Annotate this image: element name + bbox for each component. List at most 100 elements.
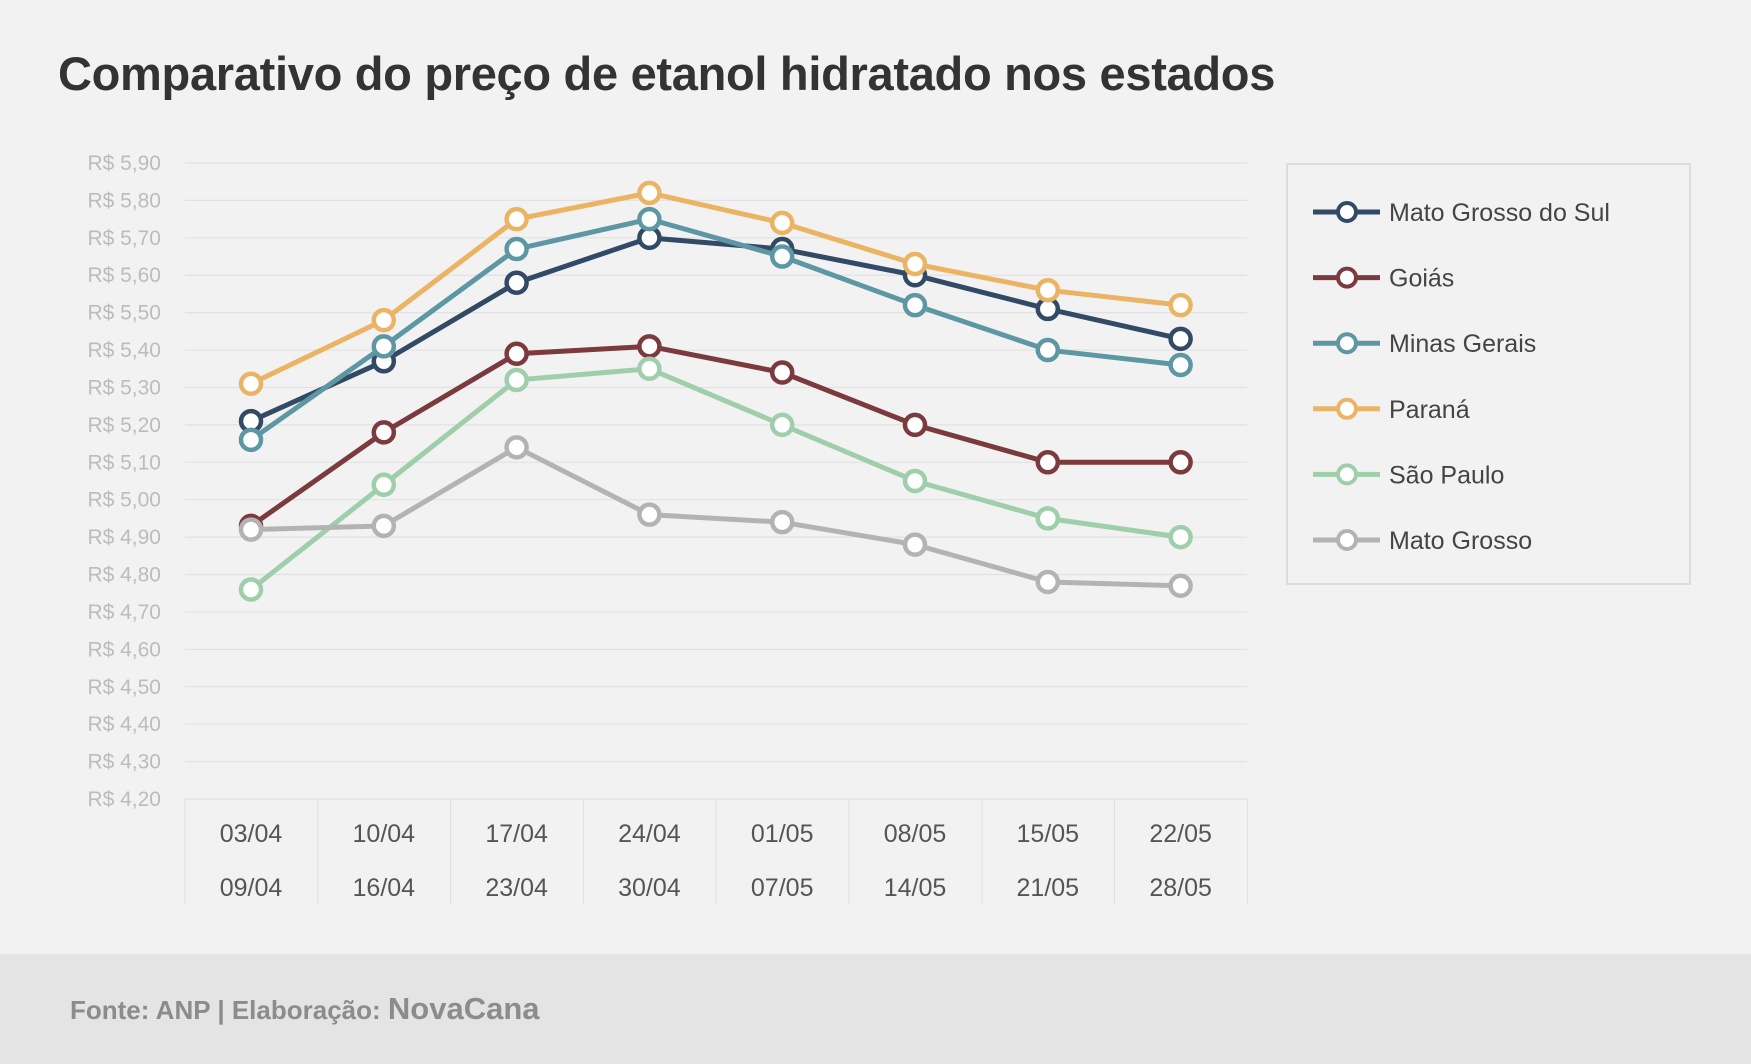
data-point xyxy=(504,270,529,295)
data-point xyxy=(371,472,397,497)
data-point xyxy=(1035,450,1061,475)
x-tick-label: 16/04 xyxy=(353,874,416,902)
series-line xyxy=(249,235,1182,424)
data-point xyxy=(371,307,397,333)
series-lines xyxy=(238,180,1193,602)
legend-swatch-marker xyxy=(1336,201,1358,223)
y-tick-label: R$ 5,10 xyxy=(87,451,161,474)
y-tick-label: R$ 5,20 xyxy=(87,414,161,437)
data-point xyxy=(238,577,264,602)
legend-label: Goiás xyxy=(1389,265,1454,293)
series-line xyxy=(249,343,1181,528)
data-point xyxy=(504,367,529,393)
series-line xyxy=(250,444,1181,589)
data-point xyxy=(769,360,795,385)
footer: Fonte: ANP | Elaboração: NovaCana xyxy=(0,954,1751,1064)
data-point xyxy=(637,502,662,527)
y-tick-label: R$ 4,50 xyxy=(87,676,161,699)
data-point xyxy=(902,468,928,494)
legend-swatch-marker xyxy=(1336,397,1358,420)
legend-label: Minas Gerais xyxy=(1389,330,1536,358)
legend-swatch-marker xyxy=(1336,266,1358,289)
data-point xyxy=(769,412,795,438)
data-point xyxy=(1035,277,1061,303)
legend: Mato Grosso do Sul Goiás Minas Gerais Paran… xyxy=(1286,163,1691,585)
chart-title: Comparativo do preço de etanol hidratado… xyxy=(58,47,1276,100)
y-axis-ticks: R$ 5,90 R$ 5,80 R$ 5,70 R$ 5,60 R$ 5,50 R$ 5,… xyxy=(87,152,161,811)
series-paran- xyxy=(238,180,1193,396)
data-point xyxy=(1035,337,1061,363)
data-point xyxy=(238,371,264,396)
y-tick-label: R$ 4,40 xyxy=(87,713,161,736)
x-tick-label: 01/05 xyxy=(751,820,814,848)
y-tick-label: R$ 4,60 xyxy=(87,638,161,661)
series-mato-grosso xyxy=(238,435,1193,599)
data-point xyxy=(637,356,662,382)
legend-swatch-marker xyxy=(1336,332,1358,355)
x-tick-label: 22/05 xyxy=(1149,820,1212,848)
data-point xyxy=(902,251,928,277)
y-tick-label: R$ 4,30 xyxy=(87,751,161,774)
data-point xyxy=(504,206,529,232)
series-line xyxy=(249,366,1181,592)
data-point xyxy=(769,210,795,236)
data-point xyxy=(1168,326,1193,352)
data-point xyxy=(1035,506,1061,531)
y-tick-label: R$ 4,90 xyxy=(87,526,161,549)
data-point xyxy=(504,435,529,460)
y-tick-label: R$ 4,70 xyxy=(87,601,161,624)
x-tick-label: 21/05 xyxy=(1017,874,1080,902)
data-point xyxy=(1168,352,1193,378)
y-tick-label: R$ 5,80 xyxy=(87,189,161,212)
data-point xyxy=(637,180,662,206)
y-tick-label: R$ 5,40 xyxy=(87,339,161,362)
data-point xyxy=(769,509,795,535)
series-s-o-paulo xyxy=(238,356,1193,602)
x-tick-label: 24/04 xyxy=(618,820,681,848)
series-line xyxy=(249,190,1181,386)
x-tick-label: 23/04 xyxy=(485,874,548,902)
legend-label: Mato Grosso do Sul xyxy=(1389,199,1610,227)
y-tick-label: R$ 5,70 xyxy=(87,227,161,250)
legend-item: São Paulo xyxy=(1313,461,1504,489)
legend-item: Mato Grosso do Sul xyxy=(1313,199,1610,227)
data-point xyxy=(637,206,662,232)
legend-item: Mato Grosso xyxy=(1313,527,1532,555)
grid-lines xyxy=(184,162,1249,904)
data-point xyxy=(769,244,795,269)
data-point xyxy=(238,517,264,542)
legend-label: São Paulo xyxy=(1389,461,1504,489)
data-point xyxy=(371,334,397,359)
x-tick-label: 09/04 xyxy=(220,874,283,902)
legend-item: Minas Gerais xyxy=(1313,330,1536,358)
data-point xyxy=(1168,292,1193,318)
legend-label: Paraná xyxy=(1389,396,1470,424)
x-axis-ticks: 03/04 09/04 10/04 16/04 17/04 23/04 24/04 30/04… xyxy=(220,820,1212,902)
line-chart: R$ 5,90 R$ 5,80 R$ 5,70 R$ 5,60 R$ 5,50 R$ 5,… xyxy=(87,152,1691,904)
y-tick-label: R$ 5,30 xyxy=(87,376,161,399)
data-point xyxy=(504,341,529,367)
data-point xyxy=(1035,569,1061,595)
x-tick-label: 08/05 xyxy=(884,820,947,848)
data-point xyxy=(1168,573,1193,599)
legend-box xyxy=(1286,163,1691,585)
data-point xyxy=(1168,450,1193,475)
data-point xyxy=(902,292,928,318)
data-point xyxy=(504,236,529,262)
legend-swatch-marker xyxy=(1336,529,1358,551)
y-tick-label: R$ 5,90 xyxy=(87,152,161,175)
series-line xyxy=(249,216,1181,442)
x-tick-label: 17/04 xyxy=(485,820,548,848)
data-point xyxy=(1168,524,1193,550)
legend-swatch-marker xyxy=(1336,463,1358,486)
data-point xyxy=(238,427,264,453)
y-tick-label: R$ 4,80 xyxy=(87,564,161,587)
legend-label: Mato Grosso xyxy=(1389,527,1532,555)
legend-item: Paraná xyxy=(1313,396,1470,424)
data-point xyxy=(902,412,928,438)
legend-item: Goiás xyxy=(1313,265,1454,293)
x-tick-label: 10/04 xyxy=(353,820,416,848)
data-point xyxy=(902,532,928,557)
data-point xyxy=(637,334,662,359)
source-text: Fonte: ANP | Elaboração: xyxy=(70,995,388,1025)
